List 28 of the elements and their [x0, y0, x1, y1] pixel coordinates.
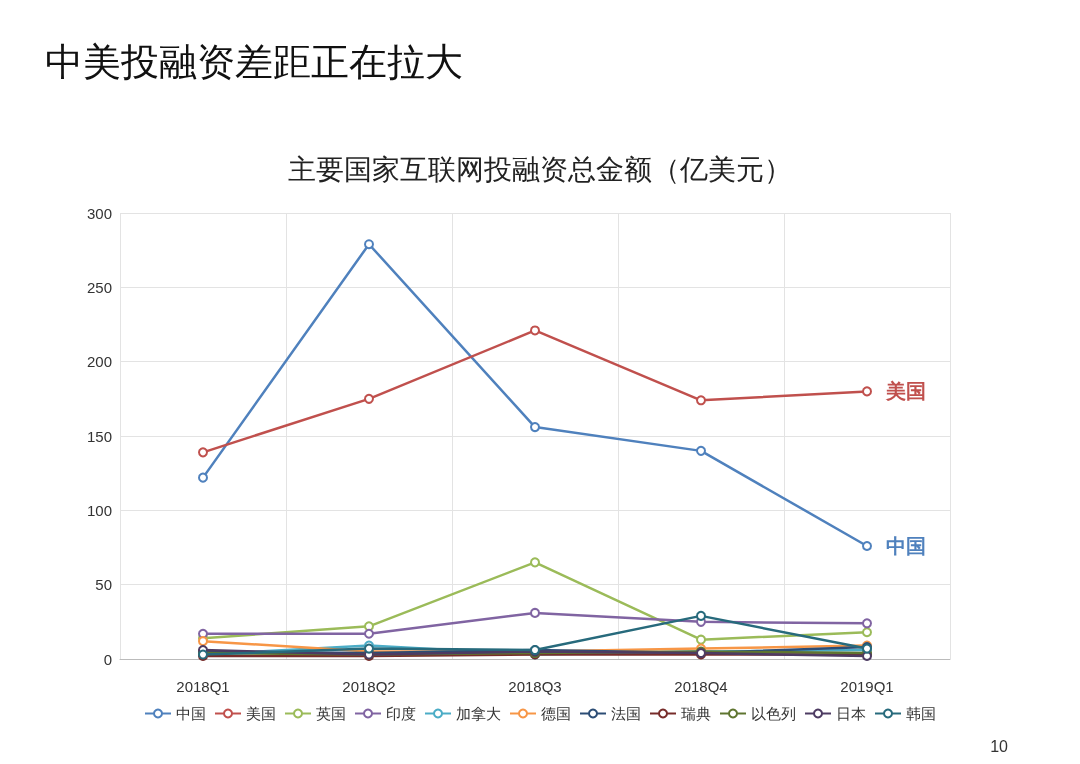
y-tick-label: 150: [86, 427, 112, 445]
x-tick-label: 2018Q4: [674, 678, 728, 695]
y-tick-label: 100: [86, 501, 112, 519]
x-tick-label: 2018Q2: [342, 678, 396, 695]
y-tick-label: 250: [86, 278, 112, 296]
x-tick-label: 2018Q1: [176, 678, 230, 695]
annotation: 中国: [885, 535, 926, 558]
legend-label: 英国: [316, 705, 346, 722]
y-tick-label: 50: [95, 576, 112, 594]
legend-label: 德国: [541, 705, 571, 722]
y-tick-label: 0: [103, 650, 112, 668]
legend-label: 法国: [611, 705, 641, 722]
x-tick-label: 2019Q1: [840, 678, 894, 695]
y-tick-label: 200: [86, 353, 112, 371]
annotation: 美国: [884, 380, 926, 403]
y-tick-label: 300: [86, 204, 112, 222]
text: 10: [990, 737, 1009, 755]
x-tick-label: 2018Q3: [508, 678, 562, 695]
legend-label: 美国: [246, 705, 276, 722]
legend-label: 加拿大: [456, 705, 501, 722]
chart-subtitle: 主要国家互联网投融资总金额（亿美元）: [288, 153, 792, 185]
legend-label: 中国: [176, 705, 206, 722]
legend-label: 印度: [386, 705, 416, 722]
chart-title: 中美投融资差距正在拉大: [45, 41, 463, 83]
legend-label: 日本: [836, 705, 866, 722]
legend-label: 韩国: [906, 705, 936, 722]
legend-label: 瑞典: [681, 705, 711, 722]
legend-label: 以色列: [751, 705, 796, 722]
